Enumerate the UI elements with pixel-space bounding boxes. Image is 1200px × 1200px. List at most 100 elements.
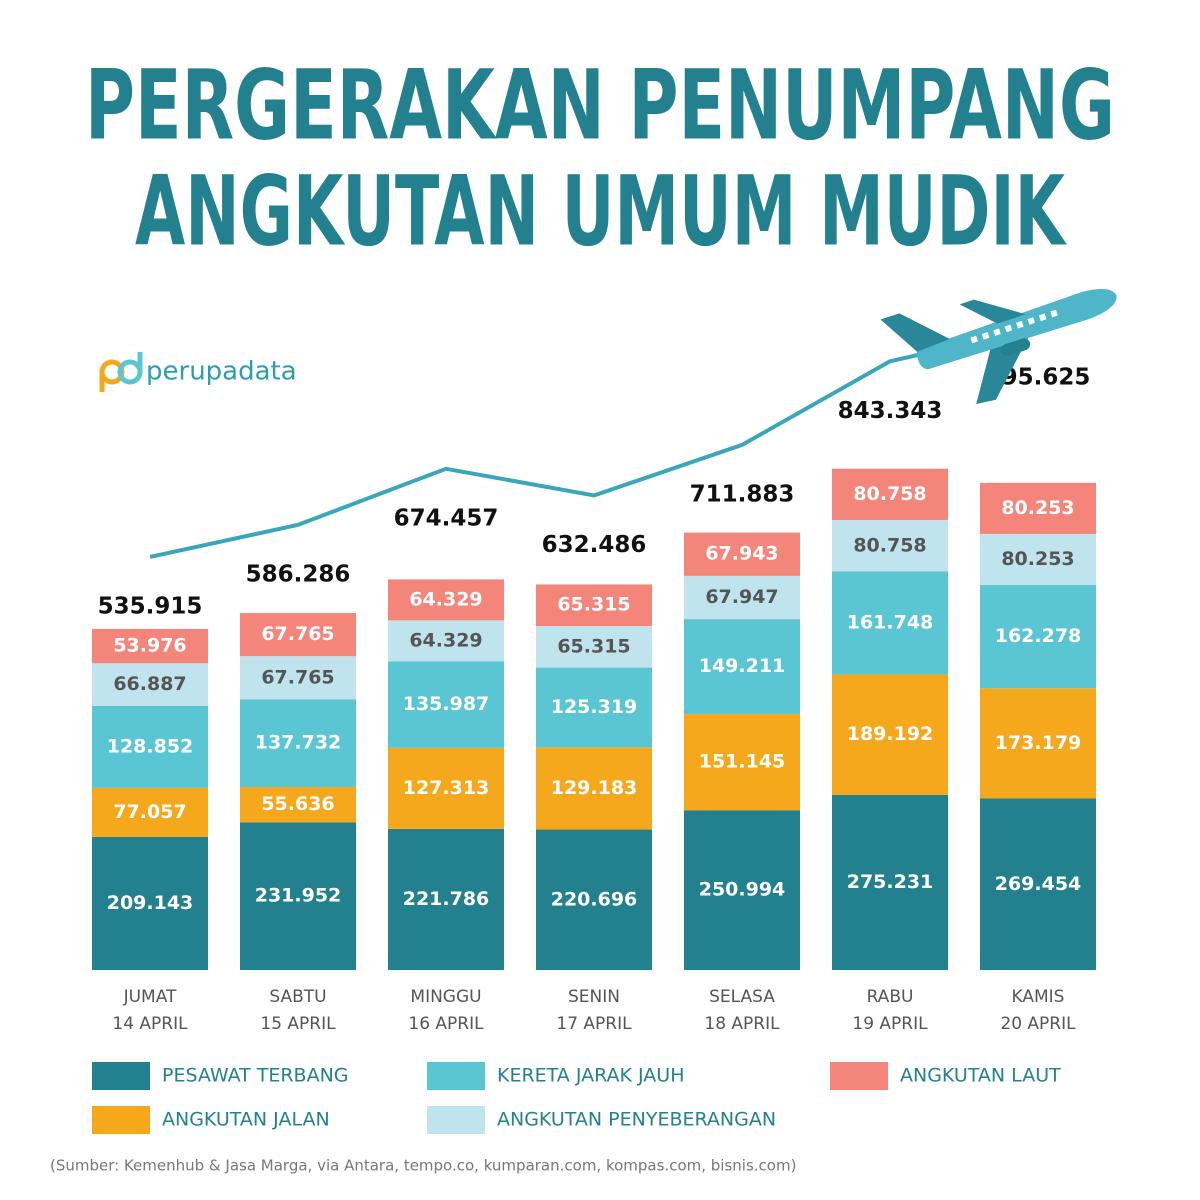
- value-label: 67.943: [705, 543, 778, 565]
- bar-segment: [980, 585, 1096, 689]
- value-label: 65.315: [557, 635, 630, 657]
- total-label: 843.343: [838, 398, 943, 424]
- value-label: 173.179: [995, 732, 1082, 754]
- value-label: 128.852: [107, 735, 194, 757]
- plane-icon: [880, 288, 1117, 405]
- value-label: 66.887: [113, 673, 186, 695]
- bar-segment: [980, 482, 1096, 534]
- value-label: 162.278: [995, 625, 1082, 647]
- bar-segment: [240, 613, 356, 657]
- value-label: 220.696: [551, 888, 638, 910]
- plane-window: [1038, 313, 1047, 322]
- x-tick-label: SELASA: [709, 987, 775, 1007]
- x-tick-label: 14 APRIL: [112, 1014, 188, 1034]
- bar-segment: [388, 828, 504, 970]
- value-label: 209.143: [107, 892, 194, 914]
- plane-window: [1016, 320, 1024, 329]
- x-tick-label: SENIN: [568, 987, 620, 1007]
- plane-window: [1050, 309, 1058, 318]
- legend-label: KERETA JARAK JAUH: [497, 1065, 685, 1087]
- value-label: 67.765: [261, 623, 334, 645]
- x-tick-label: MINGGU: [410, 987, 481, 1007]
- bar-segment: [388, 747, 504, 829]
- bar-segment: [388, 579, 504, 621]
- value-label: 135.987: [403, 693, 490, 715]
- value-label: 64.329: [409, 588, 482, 610]
- value-label: 275.231: [847, 871, 934, 893]
- x-tick-label: RABU: [867, 987, 914, 1007]
- plane-window: [970, 335, 978, 344]
- x-tick-label: 19 APRIL: [852, 1014, 928, 1034]
- legend-swatch: [92, 1062, 150, 1090]
- value-label: 80.253: [1001, 497, 1074, 519]
- legend-swatch: [92, 1106, 150, 1134]
- x-tick-label: KAMIS: [1012, 987, 1065, 1007]
- bar-segment: [980, 533, 1096, 586]
- value-label: 80.758: [853, 483, 926, 505]
- logo-text: perupadata: [146, 357, 297, 387]
- legend-label: ANGKUTAN LAUT: [900, 1065, 1061, 1087]
- bar-segment: [536, 829, 652, 970]
- plane-window: [1027, 317, 1036, 325]
- chart-title: PERGERAKAN PENUMPANG: [85, 49, 1115, 161]
- bar-segment: [92, 787, 208, 837]
- value-label: 80.253: [1001, 548, 1074, 570]
- x-tick-label: 16 APRIL: [408, 1014, 484, 1034]
- total-label: 711.883: [690, 481, 795, 507]
- bar-segment: [92, 836, 208, 970]
- x-tick-label: JUMAT: [123, 987, 177, 1007]
- bar-segment: [684, 619, 800, 715]
- x-tick-label: 20 APRIL: [1000, 1014, 1076, 1034]
- x-tick-label: SABTU: [269, 987, 326, 1007]
- bar-segment: [832, 468, 948, 521]
- bar-segment: [240, 786, 356, 823]
- value-label: 53.976: [113, 635, 186, 657]
- legend-label: PESAWAT TERBANG: [162, 1065, 349, 1087]
- x-tick-label: 18 APRIL: [704, 1014, 780, 1034]
- bar-segment: [536, 626, 652, 668]
- bar-segment: [980, 688, 1096, 799]
- bar-segment: [536, 747, 652, 830]
- value-label: 269.454: [995, 873, 1082, 895]
- value-label: 149.211: [699, 655, 786, 677]
- value-label: 67.947: [705, 586, 778, 608]
- bar-segment: [92, 663, 208, 706]
- bar-segment: [536, 667, 652, 748]
- value-label: 129.183: [551, 777, 638, 799]
- bar-segment: [832, 794, 948, 970]
- plane-engine: [1001, 338, 1031, 356]
- bar-segment: [92, 705, 208, 788]
- logo-icon: [99, 352, 143, 392]
- source: (Sumber: Kemenhub & Jasa Marga, via Anta…: [50, 1157, 796, 1175]
- bar-segment: [240, 656, 356, 700]
- value-label: 65.315: [557, 594, 630, 616]
- trend-line: [149, 326, 1039, 559]
- legend-swatch: [830, 1062, 888, 1090]
- bar-segment: [980, 798, 1096, 970]
- plane-wing-top: [959, 299, 1026, 324]
- plane-window: [1004, 324, 1013, 333]
- plane-body: [916, 288, 1117, 370]
- bar-segment: [388, 620, 504, 662]
- value-label: 231.952: [255, 885, 342, 907]
- bar-segment: [684, 714, 800, 811]
- x-tick-label: 17 APRIL: [556, 1014, 632, 1034]
- value-label: 77.057: [113, 801, 186, 823]
- bar-segment: [92, 628, 208, 664]
- value-label: 161.748: [847, 611, 934, 633]
- legend-swatch: [427, 1106, 485, 1134]
- bar-segment: [536, 584, 652, 627]
- total-label: 632.486: [542, 532, 647, 558]
- bar-segment: [832, 571, 948, 675]
- bar-segment: [388, 661, 504, 748]
- value-label: 151.145: [699, 751, 786, 773]
- value-label: 67.765: [261, 666, 334, 688]
- legend-swatch: [427, 1062, 485, 1090]
- bar-segment: [240, 699, 356, 787]
- value-label: 250.994: [699, 879, 786, 901]
- chart-title: ANGKUTAN UMUM MUDIK: [135, 155, 1067, 267]
- total-label: 535.915: [98, 593, 203, 619]
- bar-segment: [684, 532, 800, 576]
- value-label: 55.636: [261, 793, 334, 815]
